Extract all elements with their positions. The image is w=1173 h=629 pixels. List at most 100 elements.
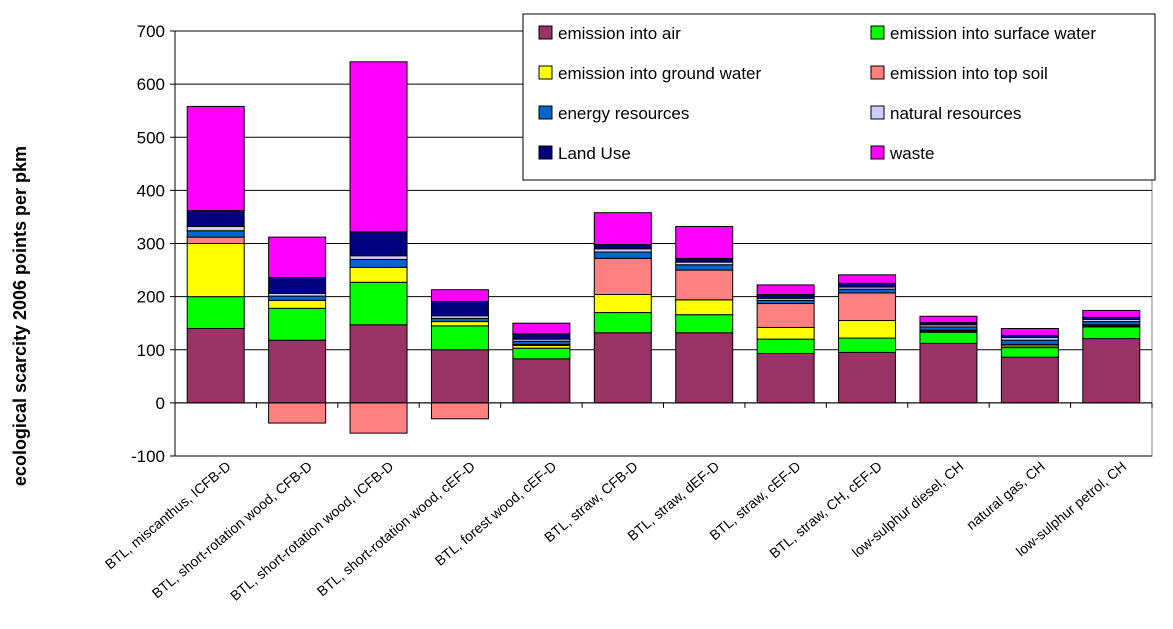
bar-segment xyxy=(512,347,571,360)
bar-segment xyxy=(675,257,734,263)
bar-segment xyxy=(838,320,897,339)
bar-segment xyxy=(1000,339,1059,345)
bar-segment xyxy=(349,61,408,233)
bar-segment xyxy=(186,296,245,329)
legend: emission into air emission into surface w… xyxy=(522,13,1156,181)
bar-segment xyxy=(430,289,489,302)
bar-segment xyxy=(675,299,734,316)
bar-segment xyxy=(268,236,327,278)
bar-segment xyxy=(349,402,408,434)
bar-segment xyxy=(593,312,652,334)
bar-segment xyxy=(593,251,652,259)
y-tick-label: 300 xyxy=(137,235,165,254)
bar-segment xyxy=(756,303,815,328)
legend-label: emission into air xyxy=(558,24,681,43)
bar-segment xyxy=(593,332,652,404)
legend-label: natural resources xyxy=(890,104,1021,123)
bar-segment xyxy=(756,294,815,299)
bar-segment xyxy=(512,358,571,404)
legend-swatch xyxy=(538,145,553,160)
y-tick-labels: -100 0 100 200 300 400 500 600 700 xyxy=(131,22,165,466)
legend-box xyxy=(522,13,1156,181)
legend-swatch xyxy=(870,65,885,80)
bar-segment xyxy=(756,338,815,354)
bar-segment xyxy=(838,274,897,284)
bar-segment xyxy=(838,292,897,322)
bar-segment xyxy=(675,332,734,404)
bar-segment xyxy=(756,326,815,340)
bar-segment xyxy=(675,314,734,334)
x-category-label: BTL, short-rotation wood, cEF-D xyxy=(314,458,478,599)
bar-segment xyxy=(593,244,652,250)
bar-segment xyxy=(268,402,327,424)
y-tick-label: 0 xyxy=(156,394,165,413)
bar-segment xyxy=(430,300,489,317)
legend-label: emission into top soil xyxy=(890,64,1048,83)
bar-segment xyxy=(349,255,408,260)
bar-segment xyxy=(268,295,327,301)
bar-segment xyxy=(430,402,489,420)
x-category-label: natural gas, CH xyxy=(963,458,1048,533)
bar-segment xyxy=(675,264,734,271)
bar-segment xyxy=(593,294,652,314)
legend-label: Land Use xyxy=(558,144,631,163)
bar-segment xyxy=(349,281,408,326)
legend-swatch xyxy=(538,25,553,40)
axes xyxy=(170,30,1153,457)
bar-segment xyxy=(186,328,245,404)
bar-segment xyxy=(268,307,327,341)
bar-segment xyxy=(349,324,408,404)
y-tick-label: 200 xyxy=(137,288,165,307)
bar-segment xyxy=(1000,356,1059,404)
legend-label: energy resources xyxy=(558,104,689,123)
legend-label: emission into ground water xyxy=(558,64,762,83)
bar-segment xyxy=(1000,328,1059,336)
legend-swatch xyxy=(870,105,885,120)
bar-segment xyxy=(186,210,245,227)
legend-swatch xyxy=(870,25,885,40)
bar-segment xyxy=(1082,338,1141,404)
y-axis-label: ecological scarcity 2006 points per pkm xyxy=(10,146,30,486)
bar-segment xyxy=(675,226,734,259)
bar-segment xyxy=(838,282,897,288)
y-tick-label: 400 xyxy=(137,181,165,200)
bar-segment xyxy=(186,243,245,298)
bar-segment xyxy=(756,352,815,404)
bar-segment xyxy=(186,105,245,212)
bar-segment xyxy=(593,212,652,246)
bar-segment xyxy=(512,333,571,340)
bar-segment xyxy=(1082,309,1141,318)
y-tick-label: 700 xyxy=(137,22,165,41)
x-category-label: BTL, short-rotation wood, CFB-D xyxy=(149,458,315,601)
y-tick-label: 100 xyxy=(137,341,165,360)
bar-segment xyxy=(675,269,734,301)
bar-segment xyxy=(838,351,897,404)
y-tick-label: -100 xyxy=(131,447,165,466)
legend-swatch xyxy=(538,105,553,120)
bar-segment xyxy=(838,337,897,353)
bar-segment xyxy=(349,266,408,283)
legend-swatch xyxy=(538,65,553,80)
y-tick-label: 600 xyxy=(137,75,165,94)
bar-segment xyxy=(919,315,978,324)
legend-label: waste xyxy=(889,144,934,163)
y-tick-label: 500 xyxy=(137,128,165,147)
bar-segment xyxy=(838,288,897,294)
bar-segment xyxy=(430,325,489,351)
bar-segment xyxy=(430,321,489,327)
x-category-label: BTL, short-rotation wood, ICFB-D xyxy=(227,458,396,604)
bar-segment xyxy=(268,277,327,294)
legend-swatch xyxy=(870,145,885,160)
bar-stacks xyxy=(186,61,1141,434)
bar-segment xyxy=(186,230,245,238)
bar-segment xyxy=(512,322,571,335)
bar-segment xyxy=(1082,326,1141,340)
bar-segment xyxy=(349,231,408,257)
bar-segment xyxy=(268,299,327,309)
bar-segment xyxy=(756,284,815,295)
legend-label: emission into surface water xyxy=(890,24,1096,43)
bar-segment xyxy=(349,258,408,268)
